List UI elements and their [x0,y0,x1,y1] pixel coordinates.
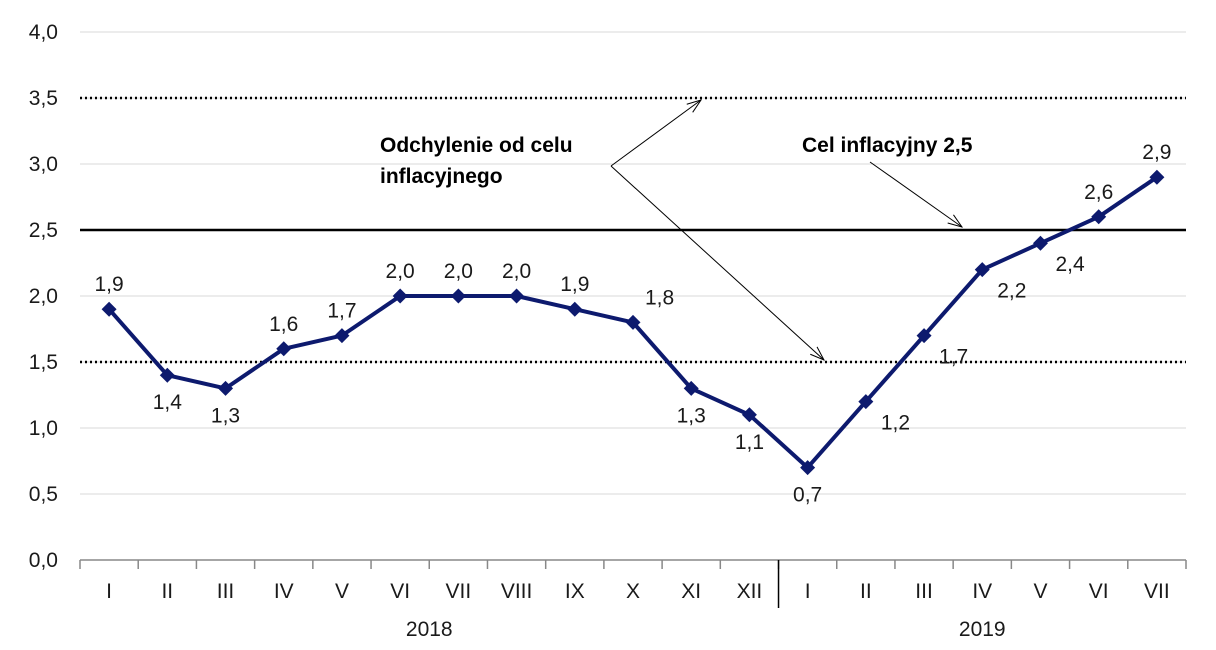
x-tick-label: VIII [501,580,533,603]
y-tick-label: 3,0 [29,153,58,176]
x-tick-label: VII [446,580,472,603]
x-tick-label: VI [390,580,410,603]
data-point [567,301,583,317]
data-point [683,380,699,396]
data-point [800,460,816,476]
data-point [916,328,932,344]
data-label: 1,7 [939,346,968,369]
x-tick-label: I [805,580,811,603]
data-point [1032,235,1048,251]
x-tick-label: II [860,580,872,603]
data-label: 1,4 [153,391,183,414]
data-point [509,288,525,304]
annotation-deviation-arrow-lower [610,165,824,360]
data-label: 1,9 [560,273,589,296]
data-label: 1,6 [269,313,298,336]
data-label: 1,3 [677,404,706,427]
data-point [858,394,874,410]
data-point [392,288,408,304]
y-tick-label: 1,5 [29,351,58,374]
year-label: 2019 [959,618,1006,641]
y-tick-label: 0,0 [29,549,58,572]
x-tick-label: IV [274,580,294,603]
annotation-deviation-line2: inflacyjnego [380,165,503,188]
data-point [334,328,350,344]
annotation-deviation-line1: Odchylenie od celu [380,134,573,157]
data-label: 2,9 [1142,141,1171,164]
data-label: 2,2 [997,280,1026,303]
data-point [1091,209,1107,225]
data-label: 2,4 [1055,253,1085,276]
data-label: 1,7 [327,300,356,323]
data-point [625,314,641,330]
data-label: 2,6 [1084,181,1113,204]
x-tick-label: V [1033,580,1047,603]
x-tick-label: VII [1144,580,1170,603]
data-point [276,341,292,357]
data-label: 2,0 [444,260,473,283]
y-tick-label: 4,0 [29,21,58,44]
data-point [1149,169,1165,185]
x-tick-label: VI [1089,580,1109,603]
x-tick-label: I [106,580,112,603]
data-label: 1,9 [95,273,124,296]
y-tick-label: 2,5 [29,219,58,242]
data-point [741,407,757,423]
x-tick-label: V [335,580,349,603]
data-label: 1,3 [211,404,240,427]
year-label: 2018 [406,618,453,641]
y-tick-label: 0,5 [29,483,58,506]
x-tick-label: XI [681,580,701,603]
x-tick-label: X [626,580,640,603]
x-tick-label: III [217,580,235,603]
x-tick-label: IX [565,580,585,603]
data-point [159,367,175,383]
data-label: 2,0 [502,260,531,283]
x-tick-label: XII [737,580,763,603]
data-point [101,301,117,317]
annotation-deviation-arrow-upper [610,100,701,167]
data-point [450,288,466,304]
annotation-target-arrow [869,161,962,227]
data-point [218,380,234,396]
annotation-target: Cel inflacyjny 2,5 [802,134,973,157]
y-tick-label: 1,0 [29,417,58,440]
data-label: 0,7 [793,484,822,507]
data-point [974,262,990,278]
x-tick-label: III [915,580,933,603]
data-label: 1,1 [735,431,764,454]
y-tick-label: 2,0 [29,285,58,308]
x-tick-label: II [161,580,173,603]
data-label: 2,0 [386,260,415,283]
data-label: 1,8 [645,286,674,309]
x-tick-label: IV [972,580,992,603]
y-tick-label: 3,5 [29,87,58,110]
data-label: 1,2 [881,412,910,435]
